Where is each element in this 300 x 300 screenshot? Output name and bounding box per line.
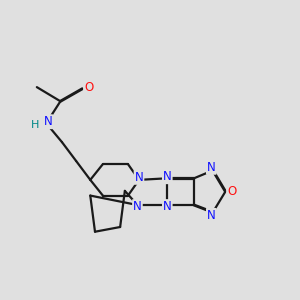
Text: O: O <box>227 185 236 198</box>
Text: N: N <box>163 200 172 213</box>
Text: N: N <box>135 171 143 184</box>
Text: N: N <box>133 200 142 213</box>
Text: N: N <box>207 161 216 174</box>
Text: H: H <box>31 120 40 130</box>
Text: N: N <box>207 209 216 222</box>
Text: N: N <box>163 170 172 183</box>
Text: N: N <box>44 115 52 128</box>
Text: O: O <box>84 81 93 94</box>
